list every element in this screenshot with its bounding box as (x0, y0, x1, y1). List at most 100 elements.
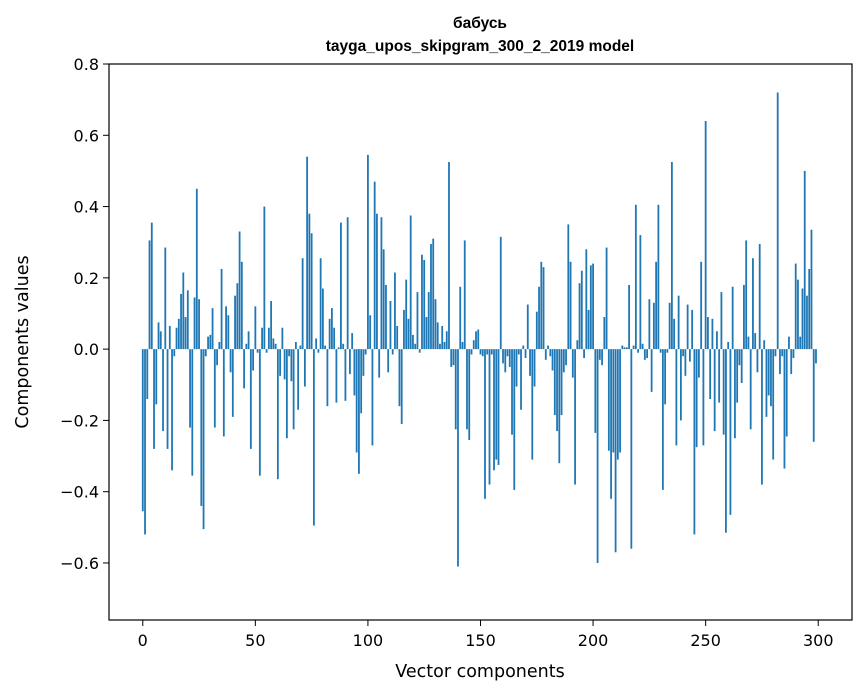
bar (425, 317, 428, 350)
bar (240, 261, 243, 350)
bar (454, 349, 457, 430)
bar (150, 222, 153, 350)
bar (698, 349, 700, 378)
bar (538, 286, 540, 350)
bar (380, 217, 383, 350)
bar (324, 345, 327, 350)
bar (779, 349, 781, 375)
y-tick-label: 0.2 (74, 269, 99, 288)
bar (535, 311, 538, 350)
y-tick-label: 0.8 (74, 55, 99, 74)
bar (718, 349, 721, 403)
bar (213, 349, 216, 428)
bar (353, 349, 356, 396)
bar (209, 334, 212, 350)
bar (193, 297, 196, 350)
bar (141, 349, 144, 512)
bar (517, 349, 520, 355)
y-tick-label: 0.4 (74, 198, 99, 217)
bar (673, 318, 676, 350)
bar (686, 304, 689, 350)
bar (391, 349, 394, 355)
bar (202, 349, 205, 530)
bar (520, 349, 522, 410)
bar (252, 349, 254, 371)
bar (200, 349, 203, 506)
bar (441, 325, 444, 350)
bar (812, 349, 815, 442)
bar (371, 349, 374, 446)
bar (542, 267, 545, 350)
bar (421, 254, 423, 350)
bar (481, 349, 484, 357)
bar (623, 347, 626, 350)
bar (772, 349, 775, 460)
bar (767, 349, 770, 396)
bar (616, 349, 619, 460)
bar (578, 283, 581, 350)
bar (418, 349, 421, 353)
bar (652, 302, 655, 350)
bar (628, 284, 630, 350)
bar (632, 345, 635, 350)
bar (704, 121, 707, 350)
bar (434, 299, 437, 350)
bar (270, 301, 273, 350)
bar (643, 349, 646, 360)
bar (468, 349, 471, 441)
bar (540, 261, 543, 350)
bar (565, 349, 567, 366)
bar (220, 268, 223, 350)
bar (288, 349, 291, 357)
bar (254, 306, 257, 350)
bar (765, 349, 768, 417)
x-tick-label: 150 (465, 631, 496, 650)
bar (409, 215, 412, 350)
bar (283, 349, 286, 380)
bar (526, 304, 529, 350)
bar (175, 327, 178, 350)
bar (558, 349, 561, 464)
bar (770, 349, 772, 407)
bar (587, 309, 590, 350)
bar (310, 233, 313, 350)
bar (544, 349, 547, 360)
bar (376, 213, 378, 350)
y-tick-label: −0.6 (60, 554, 99, 573)
bar (524, 349, 527, 359)
bar (533, 349, 536, 387)
bar (497, 349, 500, 465)
bar (655, 261, 658, 350)
bar (659, 349, 662, 353)
bar (711, 318, 714, 350)
y-tick-label: −0.4 (60, 483, 99, 502)
bar (470, 349, 473, 355)
bar (650, 349, 653, 392)
bar (457, 349, 459, 567)
bar (695, 349, 698, 448)
bar (682, 349, 685, 357)
bar (783, 349, 786, 469)
bar (367, 154, 369, 350)
bar (801, 288, 804, 350)
plot-frame (108, 63, 853, 621)
bar (351, 333, 354, 350)
bar (754, 333, 757, 350)
bar (709, 349, 712, 400)
bar (713, 349, 716, 432)
x-axis-ticks: 0 50 100 150 200 250 300 (138, 620, 834, 650)
bar (276, 349, 279, 480)
bar (369, 315, 372, 350)
bar (603, 317, 606, 350)
bar (511, 349, 513, 435)
bar (265, 349, 268, 353)
bar (211, 308, 214, 350)
bar (619, 349, 621, 453)
bar (508, 349, 511, 367)
bar (484, 349, 486, 499)
bar (389, 301, 392, 350)
bar (416, 292, 419, 350)
bar (333, 327, 336, 350)
bar (385, 284, 387, 350)
